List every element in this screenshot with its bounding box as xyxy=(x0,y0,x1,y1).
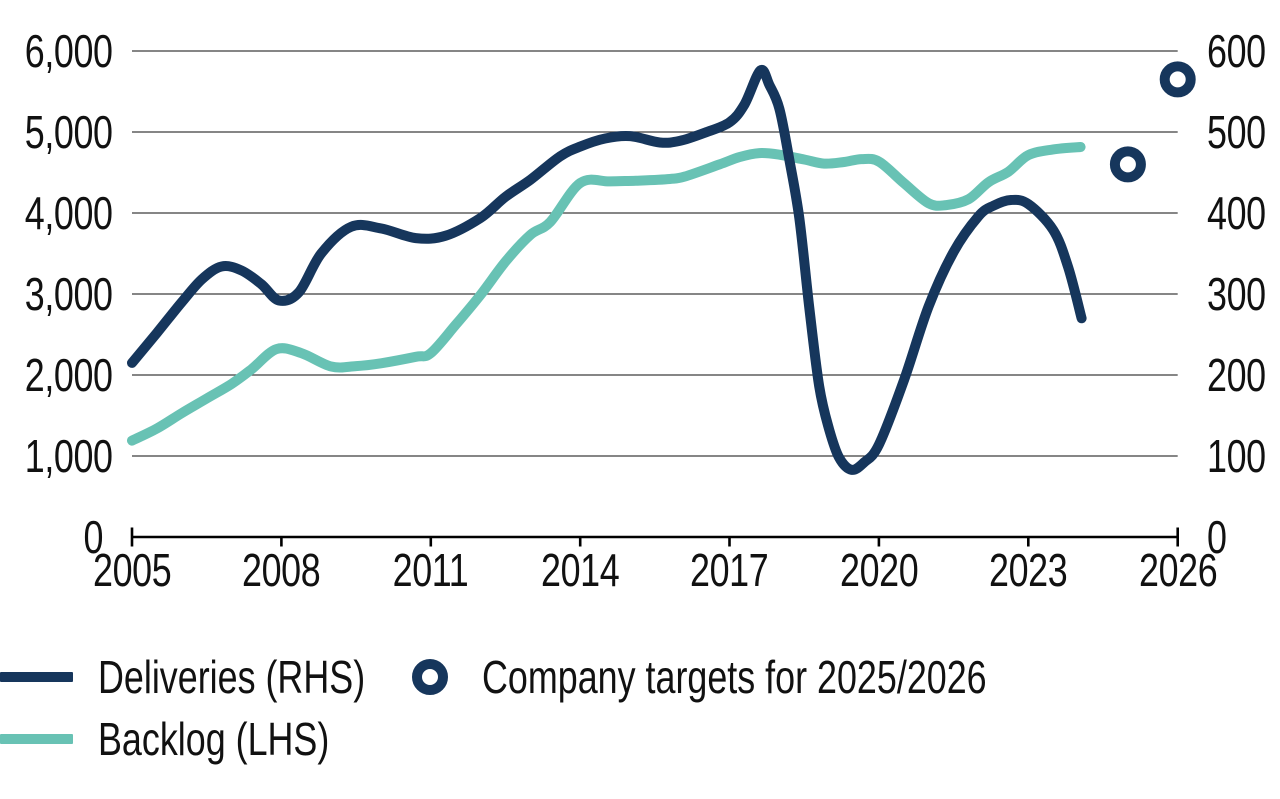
x-axis-label-text: 2011 xyxy=(392,544,469,596)
x-axis-label-text: 2023 xyxy=(989,544,1068,596)
y-axis-left-label: 3,000 xyxy=(0,271,113,317)
deliveries-line xyxy=(127,64,1087,475)
x-axis-label: 2011 xyxy=(371,547,491,593)
y-axis-left-label-text: 0 xyxy=(83,511,103,563)
y-axis-right-label: 100 xyxy=(1207,433,1280,479)
deliveries-legend-swatch xyxy=(0,672,73,682)
x-axis-label: 2017 xyxy=(670,547,790,593)
y-axis-right-label-text: 500 xyxy=(1207,106,1266,158)
target-marker xyxy=(1109,146,1146,183)
y-axis-left-label-text: 1,000 xyxy=(24,430,113,482)
x-axis-label: 2026 xyxy=(1118,547,1238,593)
y-axis-left-label: 2,000 xyxy=(0,352,113,398)
y-axis-right-label-text: 100 xyxy=(1207,430,1266,482)
y-axis-left-label: 4,000 xyxy=(0,190,113,236)
y-axis-left-label-text: 3,000 xyxy=(24,268,113,320)
y-axis-left-label-text: 2,000 xyxy=(24,349,113,401)
backlog-legend-label: Backlog (LHS) xyxy=(98,713,330,765)
y-axis-right-label-text: 200 xyxy=(1207,349,1266,401)
x-axis-label: 2020 xyxy=(819,547,939,593)
target-marker-icon xyxy=(412,659,448,695)
x-axis-label-text: 2005 xyxy=(92,544,172,596)
deliveries-legend-label: Deliveries (RHS) xyxy=(98,651,366,703)
x-axis-label: 2005 xyxy=(72,547,192,593)
y-axis-right-label: 500 xyxy=(1207,109,1280,155)
y-axis-left-label: 0 xyxy=(0,514,103,560)
y-axis-left-label: 5,000 xyxy=(0,109,113,155)
backlog-legend-swatch xyxy=(0,734,73,744)
y-axis-right-label-text: 600 xyxy=(1207,25,1266,77)
targets-legend-label: Company targets for 2025/2026 xyxy=(482,651,987,703)
x-axis-label-text: 2026 xyxy=(1138,544,1218,596)
y-axis-left-label-text: 4,000 xyxy=(24,187,113,239)
y-axis-right-label-text: 400 xyxy=(1207,187,1266,239)
y-axis-left-label-text: 5,000 xyxy=(24,106,113,158)
x-axis-label-text: 2008 xyxy=(242,544,321,596)
x-axis-label: 2023 xyxy=(968,547,1088,593)
y-axis-right-label: 0 xyxy=(1207,514,1232,560)
y-axis-right-label-text: 300 xyxy=(1207,268,1266,320)
y-axis-right-label: 600 xyxy=(1207,28,1280,74)
y-axis-left-label: 6,000 xyxy=(0,28,113,74)
x-axis-label: 2014 xyxy=(520,547,640,593)
x-axis-label-text: 2014 xyxy=(541,544,620,596)
y-axis-left-label-text: 6,000 xyxy=(24,25,113,77)
backlog-line xyxy=(127,142,1086,446)
x-axis-label: 2008 xyxy=(221,547,341,593)
x-axis-label-text: 2017 xyxy=(690,544,769,596)
y-axis-right-label: 400 xyxy=(1207,190,1280,236)
y-axis-left-label: 1,000 xyxy=(0,433,113,479)
target-marker xyxy=(1159,61,1196,98)
y-axis-right-label: 200 xyxy=(1207,352,1280,398)
x-axis-label-text: 2020 xyxy=(839,544,919,596)
y-axis-right-label-text: 0 xyxy=(1207,511,1227,563)
y-axis-right-label: 300 xyxy=(1207,271,1280,317)
